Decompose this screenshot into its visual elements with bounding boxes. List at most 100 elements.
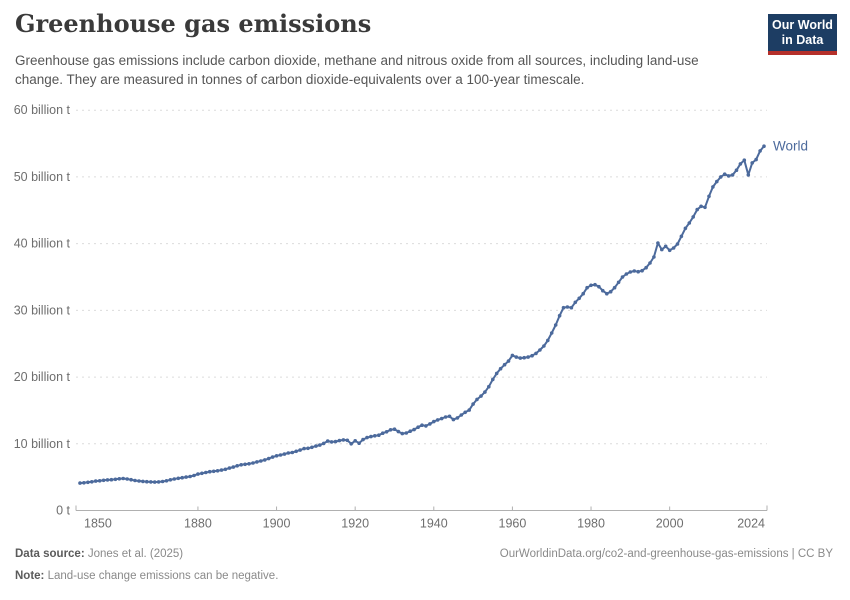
x-axis-tick-label: 1880 <box>184 517 212 531</box>
data-point-marker <box>274 454 279 458</box>
data-point-marker <box>491 377 495 382</box>
data-point-marker <box>373 434 377 438</box>
data-source-label: Data source: <box>15 548 85 560</box>
data-point-marker <box>534 351 538 356</box>
data-point-marker <box>471 402 475 406</box>
note-value: Land-use change emissions can be negativ… <box>47 570 279 582</box>
data-point-marker <box>435 418 440 422</box>
data-point-marker <box>538 348 542 352</box>
data-point-marker <box>176 476 181 481</box>
data-point-marker <box>597 284 601 289</box>
x-axis-tick-label: 1960 <box>499 517 527 531</box>
chart-subtitle: Greenhouse gas emissions include carbon … <box>15 53 699 87</box>
data-point-marker <box>667 248 672 253</box>
data-point-marker <box>416 425 420 430</box>
data-point-marker <box>353 439 358 443</box>
data-point-marker <box>129 477 133 482</box>
x-axis-tick-label: 2000 <box>656 517 684 531</box>
data-point-marker <box>392 427 397 432</box>
data-source: Data source: Jones et al. (2025) <box>15 548 183 560</box>
data-point-marker <box>298 448 302 452</box>
y-axis-tick-label: 0 t <box>56 504 70 518</box>
data-point-marker <box>219 468 224 472</box>
y-axis-tick-label: 60 billion t <box>14 103 71 117</box>
data-point-marker <box>196 472 200 476</box>
data-point-marker <box>479 394 483 398</box>
data-point-marker <box>628 270 633 274</box>
data-point-marker <box>726 174 731 178</box>
data-point-marker <box>648 261 652 265</box>
data-point-marker <box>239 463 243 467</box>
note-label: Note: <box>15 570 45 582</box>
data-point-marker <box>675 242 680 246</box>
data-point-marker <box>86 480 90 485</box>
data-point-marker <box>514 355 519 359</box>
data-point-marker <box>164 479 169 483</box>
data-point-marker <box>223 467 228 472</box>
data-point-marker <box>314 444 318 448</box>
data-source-value: Jones et al. (2025) <box>87 548 184 560</box>
data-point-marker <box>345 438 350 443</box>
owid-logo-line2: in Data <box>781 33 824 47</box>
data-point-marker <box>605 291 609 296</box>
data-point-marker <box>133 478 137 483</box>
data-point-marker <box>180 475 184 480</box>
plot-area[interactable] <box>76 100 767 510</box>
data-point-marker <box>612 285 617 290</box>
data-point-marker <box>746 173 751 177</box>
data-point-marker <box>671 246 676 250</box>
data-point-marker <box>396 429 401 434</box>
data-point-marker <box>294 449 299 454</box>
data-point-marker <box>502 362 507 367</box>
data-point-marker <box>255 460 259 464</box>
data-point-marker <box>683 226 688 231</box>
data-point-marker <box>498 366 503 371</box>
data-point-marker <box>361 437 365 442</box>
data-point-marker <box>333 439 338 444</box>
data-point-marker <box>380 431 385 436</box>
data-point-marker <box>259 459 263 463</box>
data-point-marker <box>215 469 220 473</box>
data-point-marker <box>243 462 247 467</box>
owid-logo-line1: Our World <box>772 18 833 32</box>
data-point-marker <box>742 158 747 162</box>
data-point-marker <box>542 344 546 348</box>
series-label-world[interactable]: World <box>773 139 808 154</box>
data-point-marker <box>711 185 715 189</box>
y-axis-tick-label: 10 billion t <box>14 437 71 451</box>
data-point-marker <box>200 471 204 476</box>
y-axis-tick-label: 30 billion t <box>14 303 71 317</box>
chart-note: Note: Land-use change emissions can be n… <box>15 570 278 582</box>
data-point-marker <box>459 413 464 417</box>
data-point-marker <box>730 173 735 177</box>
data-point-marker <box>172 477 177 481</box>
data-point-marker <box>624 272 629 276</box>
data-point-marker <box>601 288 605 293</box>
data-point-marker <box>207 469 212 474</box>
data-point-marker <box>125 477 129 481</box>
owid-logo[interactable]: Our World in Data <box>768 14 837 55</box>
data-point-marker <box>337 438 342 443</box>
data-point-marker <box>302 446 306 451</box>
data-point-marker <box>227 466 232 470</box>
data-point-marker <box>616 280 621 285</box>
data-point-marker <box>117 477 122 481</box>
x-axis-tick-label: 1850 <box>84 517 112 531</box>
data-point-marker <box>719 175 723 179</box>
data-point-marker <box>522 355 526 360</box>
data-point-marker <box>270 455 275 459</box>
data-point-marker <box>420 423 424 428</box>
data-point-marker <box>699 204 703 209</box>
data-point-marker <box>687 221 692 225</box>
data-point-marker <box>192 473 196 478</box>
data-point-marker <box>145 479 149 484</box>
data-point-marker <box>447 414 452 419</box>
data-point-marker <box>640 268 644 273</box>
data-point-marker <box>494 371 499 376</box>
data-point-marker <box>475 397 479 402</box>
data-point-marker <box>109 477 114 482</box>
data-point-marker <box>82 481 86 485</box>
data-point-marker <box>660 247 664 252</box>
data-point-marker <box>455 416 460 420</box>
data-point-marker <box>679 234 684 239</box>
